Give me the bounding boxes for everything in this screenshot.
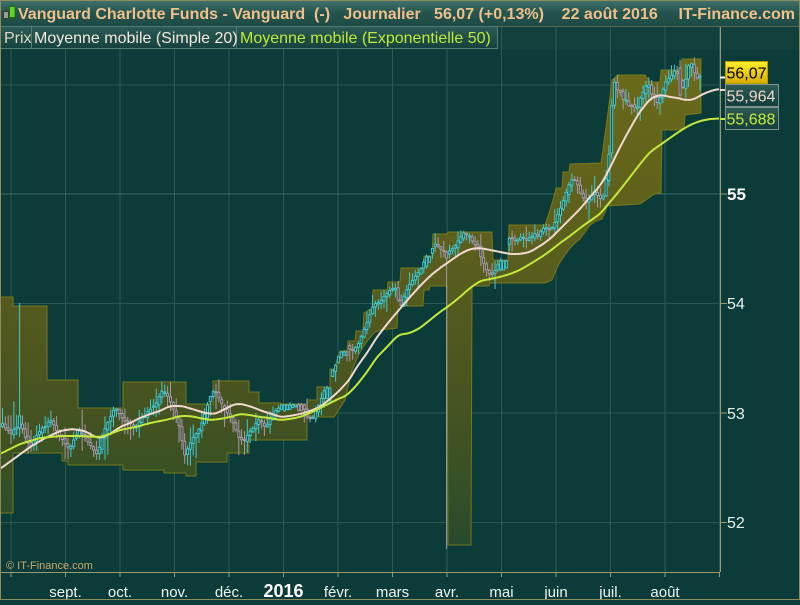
svg-text:Moyenne mobile (Exponentielle: Moyenne mobile (Exponentielle 50) — [240, 30, 491, 47]
svg-text:févr.: févr. — [324, 584, 352, 600]
svg-text:mai: mai — [489, 584, 513, 600]
svg-text:juil.: juil. — [598, 584, 622, 600]
svg-text:IT-Finance.com: IT-Finance.com — [679, 6, 795, 23]
svg-text:56,07: 56,07 — [727, 66, 767, 83]
svg-text:déc.: déc. — [215, 584, 243, 600]
svg-text:Prix: Prix — [4, 30, 32, 47]
svg-text:52: 52 — [727, 515, 745, 532]
svg-text:2016: 2016 — [263, 581, 303, 600]
svg-text:55,688: 55,688 — [727, 112, 776, 129]
svg-text:© IT-Finance.com: © IT-Finance.com — [6, 560, 93, 572]
svg-text:oct.: oct. — [108, 584, 132, 600]
svg-text:Moyenne mobile (Simple 20): Moyenne mobile (Simple 20) — [34, 30, 238, 47]
svg-text:55,964: 55,964 — [727, 89, 776, 106]
svg-text:août: août — [650, 584, 680, 600]
svg-text:Vanguard Charlotte Funds - Van: Vanguard Charlotte Funds - Vanguard (-) … — [18, 6, 658, 23]
svg-text:nov.: nov. — [161, 584, 188, 600]
svg-text:sept.: sept. — [49, 584, 82, 600]
svg-text:55: 55 — [727, 185, 746, 204]
svg-text:juin: juin — [543, 584, 567, 600]
svg-text:54: 54 — [727, 296, 745, 313]
svg-text:mars: mars — [376, 584, 409, 600]
svg-text:avr.: avr. — [435, 584, 459, 600]
svg-text:53: 53 — [727, 406, 745, 423]
